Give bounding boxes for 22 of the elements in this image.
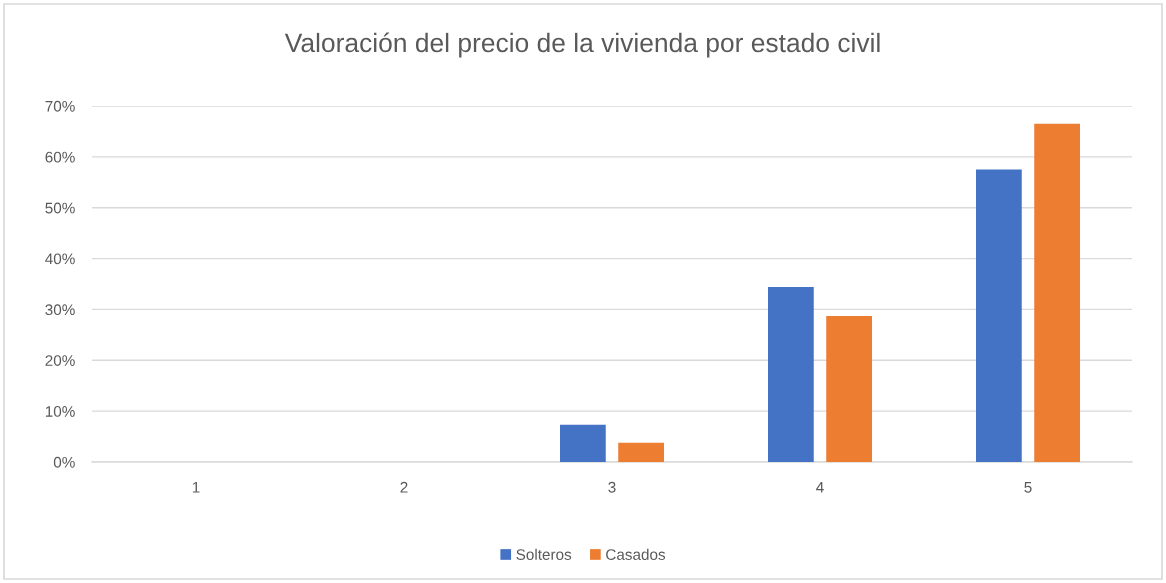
y-tick-label: 20%	[45, 355, 75, 366]
y-tick-label: 0%	[53, 456, 75, 468]
bar	[976, 169, 1022, 462]
x-tick-label: 3	[608, 481, 616, 493]
legend-label: Solteros	[516, 548, 572, 560]
bar	[768, 287, 814, 462]
x-tick-label: 2	[400, 481, 408, 493]
bar	[1034, 123, 1080, 462]
x-tick-label: 1	[192, 482, 200, 493]
x-tick-label: 4	[816, 482, 824, 493]
x-tick-label: 5	[1024, 482, 1032, 493]
y-tick-label: 70%	[45, 100, 75, 112]
y-tick-label: 50%	[45, 202, 75, 214]
bar	[560, 424, 606, 462]
legend-label: Casados	[606, 548, 666, 560]
bar	[618, 442, 664, 462]
y-tick-label: 10%	[45, 406, 75, 417]
chart-title: Valoración del precio de la vivienda por estado civil	[284, 32, 880, 58]
y-tick-label: 40%	[45, 253, 75, 265]
y-tick-label: 60%	[45, 151, 75, 163]
y-tick-label: 30%	[45, 304, 75, 316]
bar	[826, 316, 872, 462]
